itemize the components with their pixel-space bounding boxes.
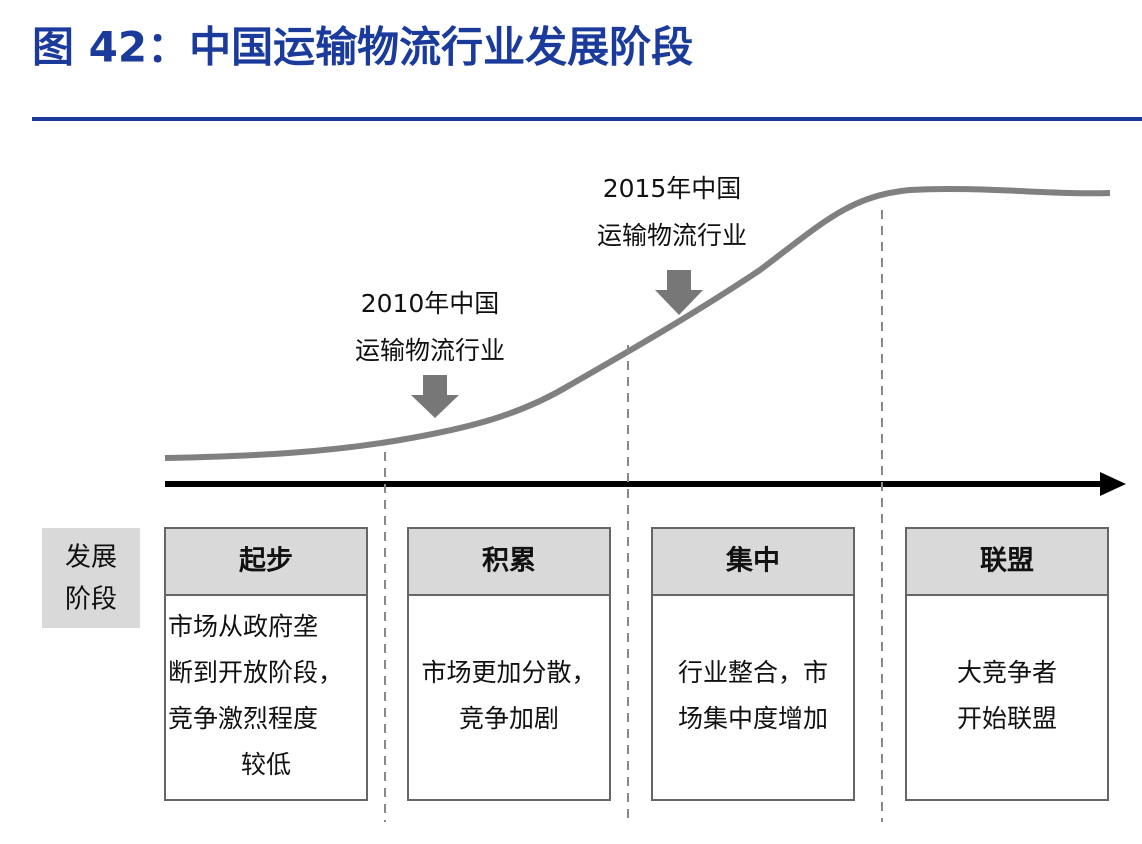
stage-description: 较低 — [241, 750, 291, 779]
stage-name: 积累 — [482, 546, 536, 577]
stage-label: 发展 — [65, 543, 117, 573]
stage-name: 联盟 — [980, 546, 1034, 577]
stage-description: 市场从政府垄 — [168, 612, 318, 641]
annotation-line: 运输物流行业 — [597, 221, 747, 250]
stage-label: 阶段 — [65, 585, 117, 615]
growth-curve — [164, 185, 1111, 461]
axis-arrow — [1100, 472, 1126, 496]
stage-label-box — [42, 528, 140, 628]
stage-description: 竞争激烈程度 — [168, 704, 318, 733]
dividers — [384, 210, 883, 822]
stage-body — [164, 594, 368, 801]
stage-description: 场集中度增加 — [678, 704, 828, 733]
annotation-line: 2010年中国 — [361, 289, 500, 318]
title: 图 42：中国运输物流行业发展阶段 — [32, 23, 693, 72]
annotation-line: 2015年中国 — [603, 174, 742, 203]
stage-description: 行业整合，市 — [678, 658, 828, 687]
stage-description: 竞争加剧 — [459, 704, 559, 733]
annotations: 2010年中国 运输物流行业 2015年中国 运输物流行业 — [355, 174, 747, 365]
stage-body — [905, 594, 1109, 801]
stage-description: 市场更加分散， — [421, 658, 596, 687]
down-arrow — [411, 375, 459, 418]
stage-header — [651, 527, 855, 596]
down-arrow — [655, 270, 703, 315]
stage-header — [905, 527, 1109, 596]
stage-description: 断到开放阶段， — [168, 658, 343, 687]
stage-description: 大竞争者 — [957, 658, 1057, 687]
stage-description: 开始联盟 — [957, 704, 1057, 733]
stage-name: 起步 — [239, 546, 293, 577]
annotation-line: 运输物流行业 — [355, 336, 505, 365]
stage-body — [651, 594, 855, 801]
stage-header — [407, 527, 611, 596]
stage-body — [407, 594, 611, 801]
stage-name: 集中 — [725, 545, 780, 577]
